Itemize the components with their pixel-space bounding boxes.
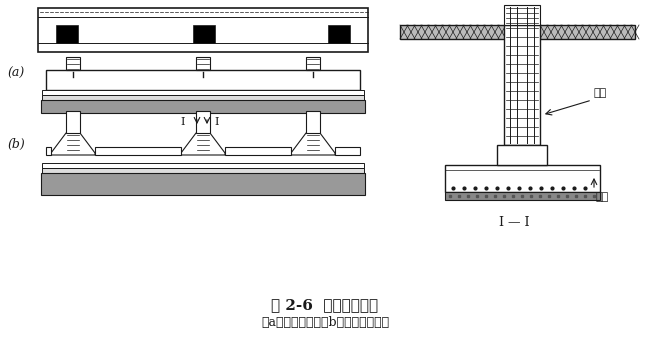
Bar: [66, 57, 80, 70]
Bar: [497, 145, 547, 165]
Text: I: I: [215, 117, 219, 127]
Bar: [400, 25, 635, 39]
Text: 图 2-6  柱下条形基础: 图 2-6 柱下条形基础: [271, 298, 379, 312]
Bar: [445, 165, 600, 192]
Bar: [38, 8, 368, 52]
Bar: [504, 5, 540, 25]
Text: 翼板: 翼板: [596, 192, 609, 202]
Bar: [306, 57, 320, 70]
Bar: [42, 163, 364, 168]
Polygon shape: [51, 133, 95, 155]
Bar: [56, 25, 78, 43]
Bar: [42, 95, 364, 100]
Polygon shape: [181, 133, 225, 155]
Bar: [42, 168, 364, 173]
Text: (a): (a): [7, 67, 25, 79]
Bar: [41, 100, 365, 113]
Bar: [46, 70, 360, 90]
Text: I — I: I — I: [499, 216, 529, 228]
Text: (b): (b): [7, 137, 25, 150]
Bar: [306, 111, 320, 133]
Bar: [66, 111, 80, 133]
Bar: [335, 147, 360, 155]
Bar: [46, 147, 51, 155]
Bar: [504, 25, 540, 145]
Bar: [42, 90, 364, 95]
Bar: [328, 25, 350, 43]
Bar: [193, 25, 215, 43]
Text: I: I: [181, 117, 186, 127]
Bar: [196, 57, 210, 70]
Text: 肋梁: 肋梁: [594, 88, 607, 98]
Bar: [445, 192, 600, 200]
Bar: [225, 147, 291, 155]
Bar: [41, 173, 365, 195]
Bar: [196, 111, 210, 133]
Text: （a）等截面的；（b）柱位处加腋的: （a）等截面的；（b）柱位处加腋的: [261, 315, 389, 329]
Polygon shape: [291, 133, 335, 155]
Bar: [95, 147, 181, 155]
